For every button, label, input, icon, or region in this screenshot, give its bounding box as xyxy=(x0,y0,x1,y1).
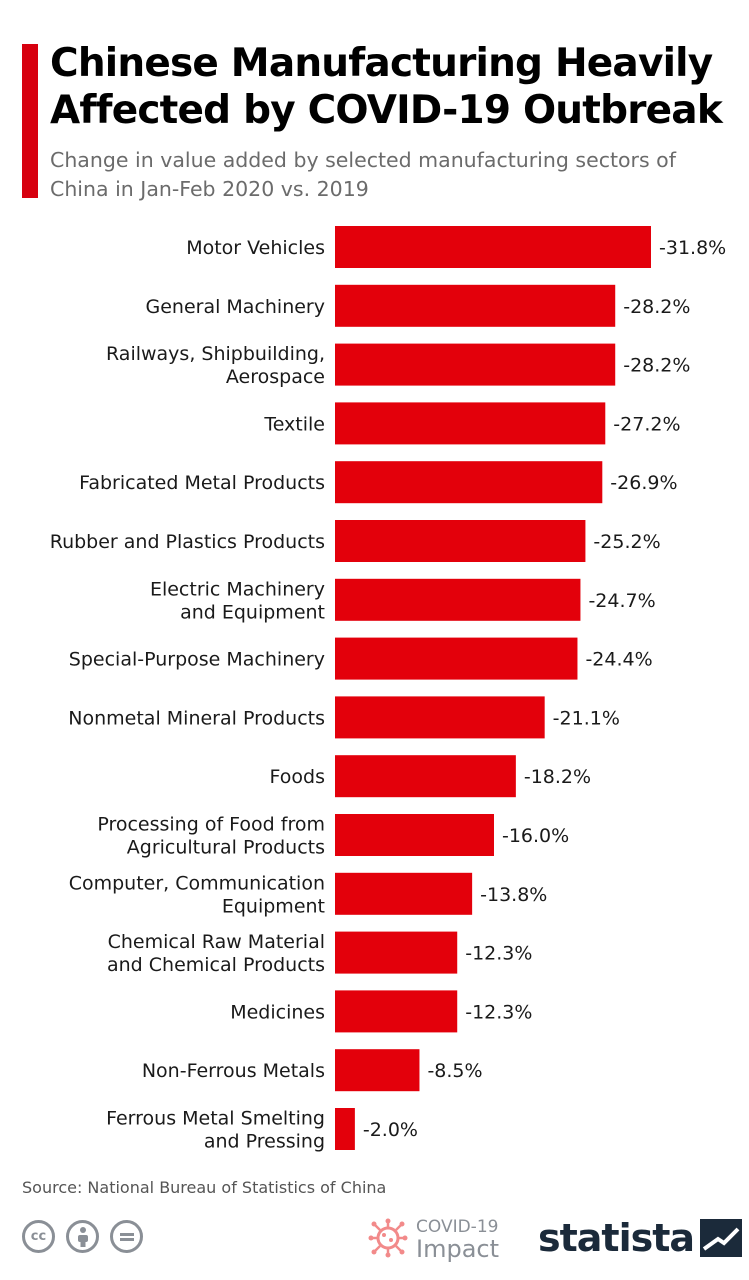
impact-label: Impact xyxy=(416,1235,500,1263)
footer: cc xyxy=(0,1212,749,1280)
value-label: -24.4% xyxy=(585,649,652,671)
bar xyxy=(335,284,616,327)
value-label: -25.2% xyxy=(593,531,660,553)
category-label: Foods xyxy=(270,766,325,788)
category-label: Chemical Raw Material xyxy=(108,931,325,953)
category-label: and Pressing xyxy=(204,1131,325,1153)
cc-icon-label: cc xyxy=(30,1229,47,1244)
brand-name: statista xyxy=(538,1216,695,1260)
value-label: -13.8% xyxy=(480,884,547,906)
title-accent-bar xyxy=(22,44,38,198)
category-label: Rubber and Plastics Products xyxy=(50,531,325,553)
cc-icon[interactable]: cc xyxy=(22,1220,55,1253)
bar xyxy=(335,872,473,915)
value-label: -18.2% xyxy=(524,766,591,788)
value-label: -24.7% xyxy=(588,590,655,612)
value-label: -28.2% xyxy=(623,355,690,377)
category-label: Textile xyxy=(263,413,325,435)
value-label: -26.9% xyxy=(610,472,677,494)
value-label: -12.3% xyxy=(465,1001,532,1023)
category-label: Medicines xyxy=(230,1001,325,1023)
chart-title: Chinese Manufacturing Heavily Affected b… xyxy=(50,41,723,133)
category-label: General Machinery xyxy=(145,296,325,318)
bar xyxy=(335,402,606,445)
category-label: Processing of Food from xyxy=(97,814,325,836)
equals-icon xyxy=(119,1232,134,1241)
category-label: Computer, Communication xyxy=(69,872,325,894)
category-label: Fabricated Metal Products xyxy=(79,472,325,494)
covid-impact-badge: COVID-19 Impact xyxy=(368,1216,500,1263)
value-label: -2.0% xyxy=(363,1119,418,1141)
bar xyxy=(335,226,651,268)
category-label: Agricultural Products xyxy=(127,837,325,859)
category-label: Aerospace xyxy=(226,366,325,388)
person-icon xyxy=(77,1226,88,1247)
bar xyxy=(335,343,616,386)
category-label: Equipment xyxy=(222,895,325,917)
covid-label: COVID-19 xyxy=(416,1217,499,1237)
category-label: Railways, Shipbuilding, xyxy=(106,343,325,365)
bar xyxy=(335,931,458,974)
value-label: -16.0% xyxy=(502,825,569,847)
bar xyxy=(335,578,581,621)
bar xyxy=(335,755,516,798)
value-label: -21.1% xyxy=(553,707,620,729)
bar xyxy=(335,990,458,1033)
value-label: -28.2% xyxy=(623,296,690,318)
bar xyxy=(335,1049,420,1092)
category-label: Nonmetal Mineral Products xyxy=(68,707,325,729)
category-label: Non-Ferrous Metals xyxy=(142,1060,325,1082)
statista-logo[interactable]: statista xyxy=(538,1216,743,1260)
bar xyxy=(335,637,578,680)
statista-mark-icon xyxy=(700,1219,743,1257)
bar xyxy=(335,1108,355,1150)
license-icons: cc xyxy=(22,1220,143,1253)
category-label: and Equipment xyxy=(180,601,325,623)
virus-icon xyxy=(368,1218,408,1258)
bar xyxy=(335,696,545,739)
value-label: -27.2% xyxy=(613,413,680,435)
bar xyxy=(335,520,586,562)
category-label: Ferrous Metal Smelting xyxy=(106,1108,325,1130)
category-label: Special-Purpose Machinery xyxy=(69,649,325,671)
value-label: -31.8% xyxy=(659,237,726,259)
category-label: Electric Machinery xyxy=(150,578,325,600)
no-derivatives-icon[interactable] xyxy=(110,1220,143,1253)
bar xyxy=(335,814,494,856)
attribution-icon[interactable] xyxy=(66,1220,99,1253)
value-label: -8.5% xyxy=(427,1060,482,1082)
chart-subtitle: Change in value added by selected manufa… xyxy=(50,148,676,201)
category-label: and Chemical Products xyxy=(107,954,325,976)
value-label: -12.3% xyxy=(465,943,532,965)
bar xyxy=(335,461,603,504)
category-label: Motor Vehicles xyxy=(186,237,325,259)
bar-chart: Motor Vehicles -31.8% General Machinery -28… xyxy=(50,226,726,1153)
source-note: Source: National Bureau of Statistics of… xyxy=(22,1178,387,1197)
